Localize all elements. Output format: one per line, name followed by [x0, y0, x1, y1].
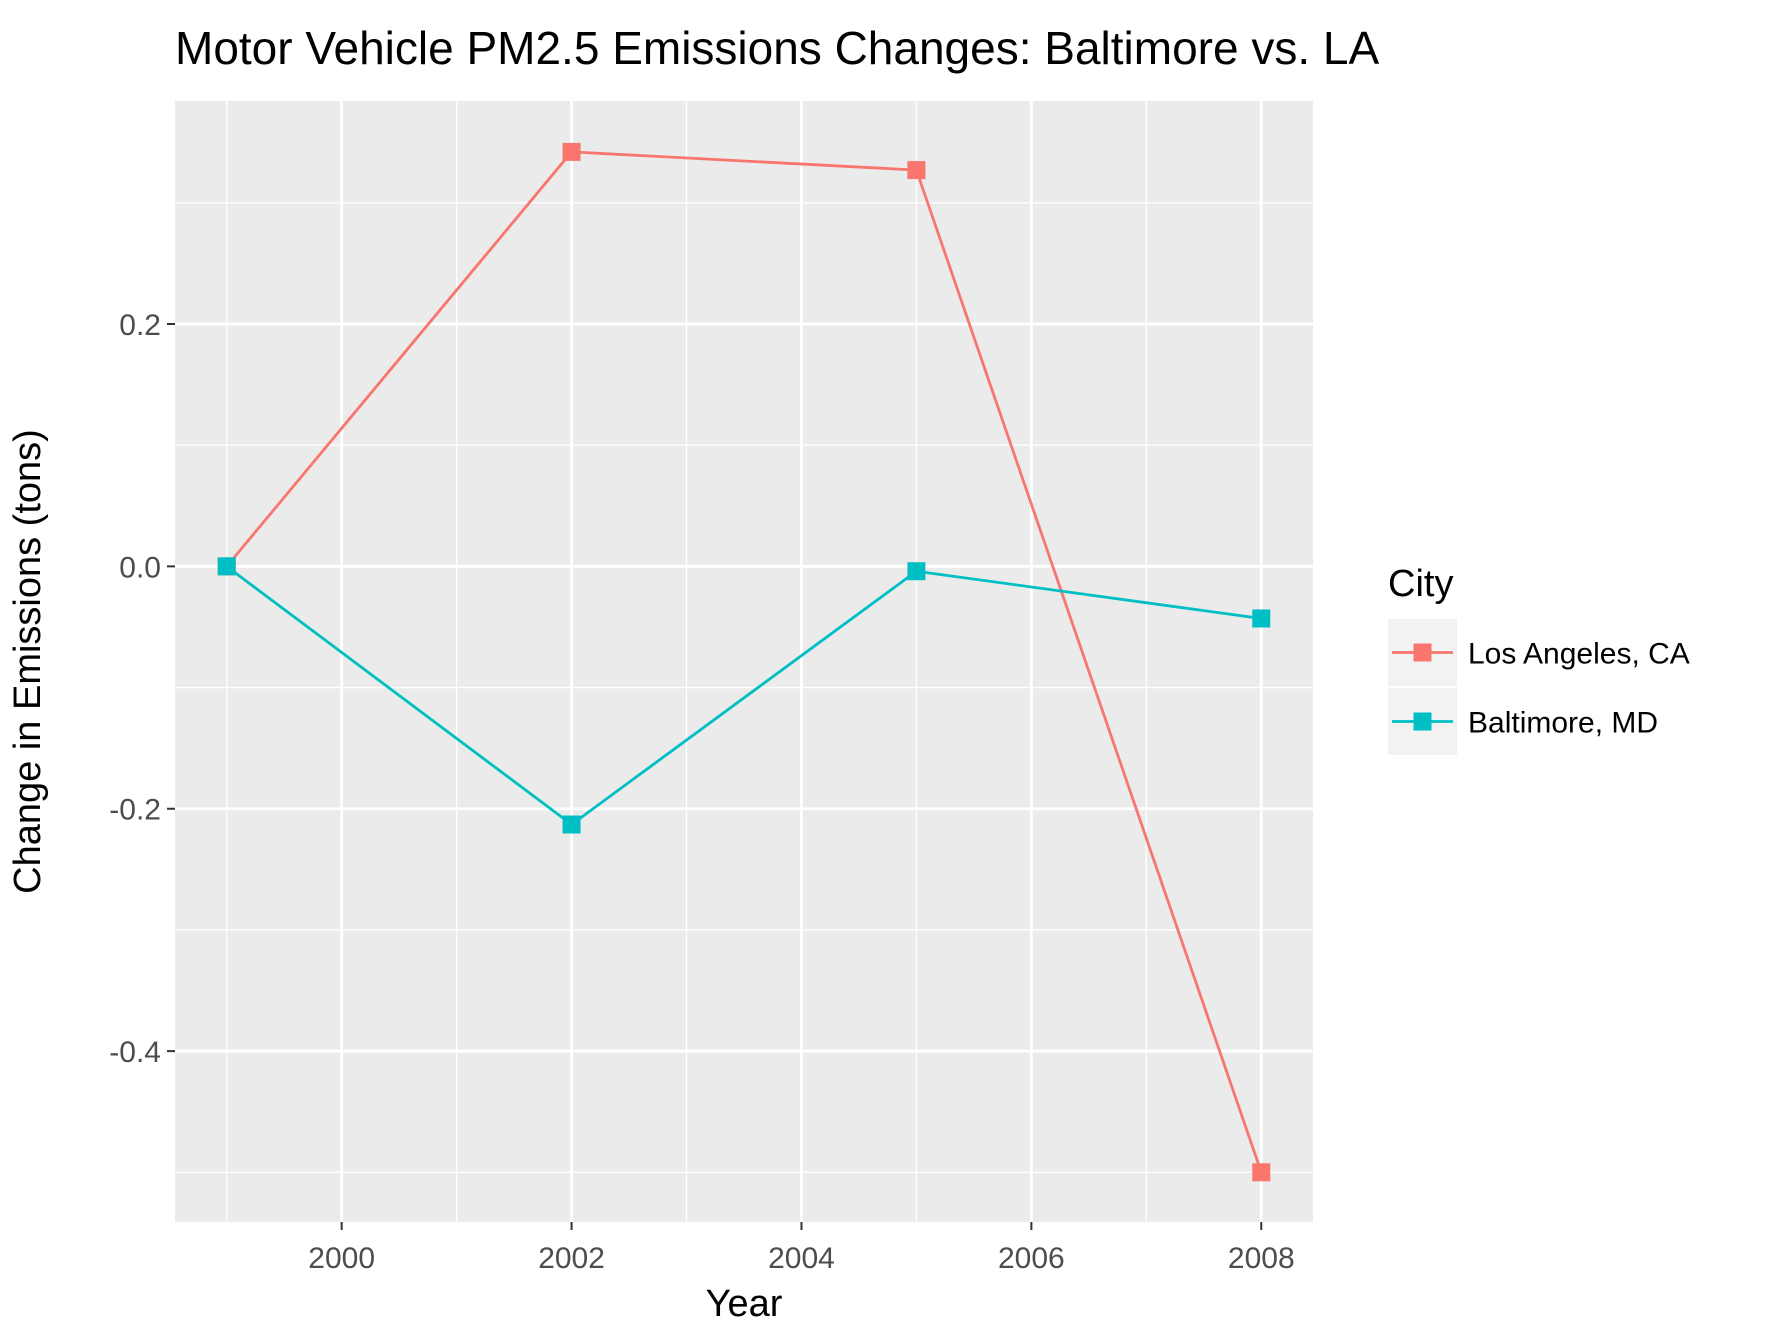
grid-major [175, 101, 1313, 1222]
y-tick-label: 0.0 [119, 551, 161, 584]
x-tick-label: 2008 [1228, 1242, 1295, 1275]
y-tick-label: -0.4 [109, 1036, 161, 1069]
data-point-los-angeles-ca [1252, 1163, 1271, 1182]
y-tick-labels: -0.4 -0.2 0.0 0.2 [109, 309, 161, 1069]
axis-ticks [167, 322, 1263, 1230]
x-tick-label: 2006 [998, 1242, 1065, 1275]
legend-key-marker [1413, 712, 1432, 731]
legend-label: Los Angeles, CA [1468, 638, 1690, 671]
y-axis-title: Change in Emissions (tons) [7, 429, 49, 894]
grid-minor [175, 101, 1313, 1222]
legend-key-marker [1413, 643, 1432, 662]
data-point-los-angeles-ca [907, 161, 926, 180]
legend: City Los Angeles, CA Baltimore, MD [1388, 563, 1690, 755]
legend-title: City [1388, 563, 1453, 605]
legend-items: Los Angeles, CA Baltimore, MD [1388, 619, 1690, 755]
y-tick-label: -0.2 [109, 794, 161, 827]
data-point-baltimore-md [1252, 609, 1271, 628]
x-tick-label: 2000 [308, 1242, 375, 1275]
series-line-baltimore-md [225, 565, 1262, 826]
plot-panel [175, 101, 1313, 1222]
y-tick-label: 0.2 [119, 309, 161, 342]
chart-title: Motor Vehicle PM2.5 Emissions Changes: B… [175, 22, 1379, 74]
legend-item-baltimore-md: Baltimore, MD [1388, 688, 1658, 755]
data-point-baltimore-md [217, 557, 236, 576]
data-point-baltimore-md [562, 815, 581, 834]
data-point-baltimore-md [907, 562, 926, 581]
legend-item-los-angeles-ca: Los Angeles, CA [1388, 619, 1690, 686]
x-axis-title: Year [706, 1283, 783, 1325]
series-layer [217, 142, 1271, 1182]
data-point-los-angeles-ca [562, 142, 581, 161]
series-line-los-angeles-ca [225, 150, 1263, 1173]
x-tick-labels: 2000 2002 2004 2006 2008 [308, 1242, 1294, 1275]
x-tick-label: 2004 [768, 1242, 835, 1275]
x-tick-label: 2002 [538, 1242, 605, 1275]
legend-label: Baltimore, MD [1468, 707, 1658, 740]
